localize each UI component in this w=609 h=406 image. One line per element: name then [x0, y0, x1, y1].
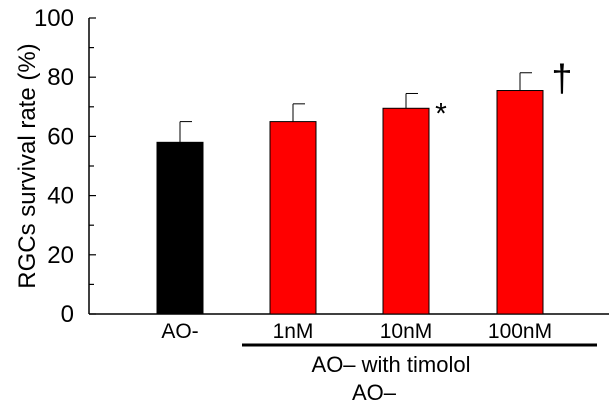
group-label: AO– with timolol — [312, 352, 471, 377]
bars-group — [156, 72, 544, 315]
x-tick-label: AO- — [161, 320, 198, 343]
bar-100nm — [496, 90, 544, 315]
bar-10nm — [382, 107, 430, 315]
labels-group: 0 20 40 60 80 100 AO- 1nM 10nM * 100nM † — [34, 5, 573, 343]
x-tick-label: 100nM — [488, 320, 552, 343]
y-axis-label: RGCs survival rate (%) — [14, 43, 41, 288]
significance-asterisk: * — [435, 97, 447, 130]
significance-dagger: † — [551, 58, 572, 100]
y-tick-label: 0 — [61, 301, 74, 328]
x-tick-label: 10nM — [380, 320, 433, 343]
y-tick-label: 100 — [34, 5, 74, 32]
y-tick-label: 20 — [47, 242, 74, 269]
sub-label: AO– — [352, 380, 397, 405]
y-tick-label: 60 — [47, 123, 74, 150]
x-tick-label: 1nM — [273, 320, 314, 343]
bar-1nm — [269, 121, 317, 315]
y-tick-label: 80 — [47, 64, 74, 91]
y-tick-label: 40 — [47, 183, 74, 210]
bar-ao — [156, 141, 204, 315]
